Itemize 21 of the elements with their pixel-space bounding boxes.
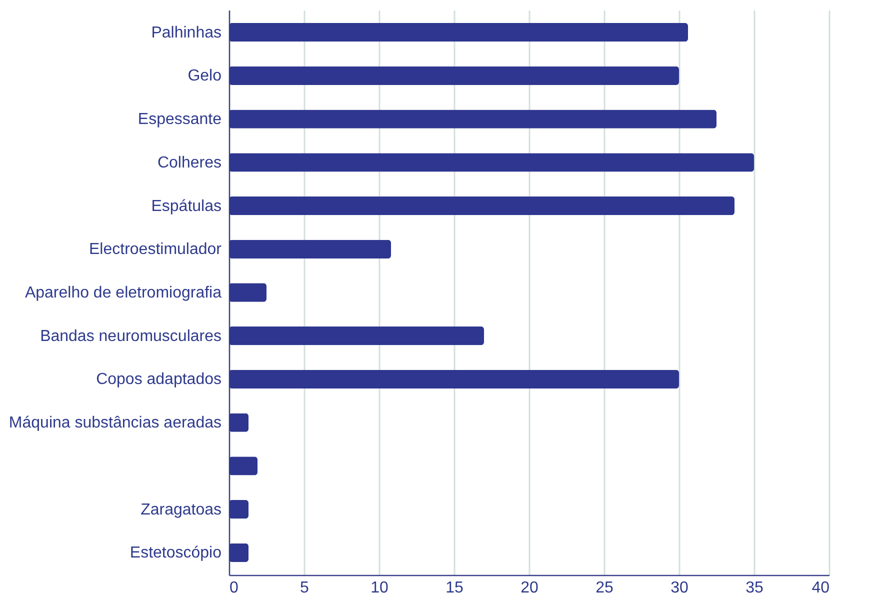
y-tick-label: Máquina substâncias aeradas [8,414,222,432]
y-tick-label: Bandas neuromusculares [40,328,222,345]
y-tick-label: Colheres [157,154,222,172]
x-tick-label: 15 [446,580,464,596]
y-tick-label: Electroestimulador [89,241,222,258]
y-tick-label: Aparelho de eletromiografia [24,284,222,302]
x-tick-label: 35 [746,580,764,596]
x-tick-label: 20 [520,580,538,596]
x-tick-label: 5 [300,580,310,596]
y-tick-label: Espátulas [151,198,222,215]
x-tick-label: 40 [812,580,830,596]
y-tick-label: Palhinhas [151,24,222,42]
y-tick-label: Espessante [138,111,222,128]
x-tick-label: 0 [230,580,238,596]
x-tick-label: 10 [370,580,388,596]
y-tick-label: Copos adaptados [96,371,222,388]
y-tick-label: Estetoscópio [130,544,222,562]
x-tick-label: 25 [596,580,614,596]
x-tick-label: 30 [670,580,688,596]
y-tick-label: Zaragatoas [140,501,222,518]
y-tick-label: Gelo [188,68,222,85]
